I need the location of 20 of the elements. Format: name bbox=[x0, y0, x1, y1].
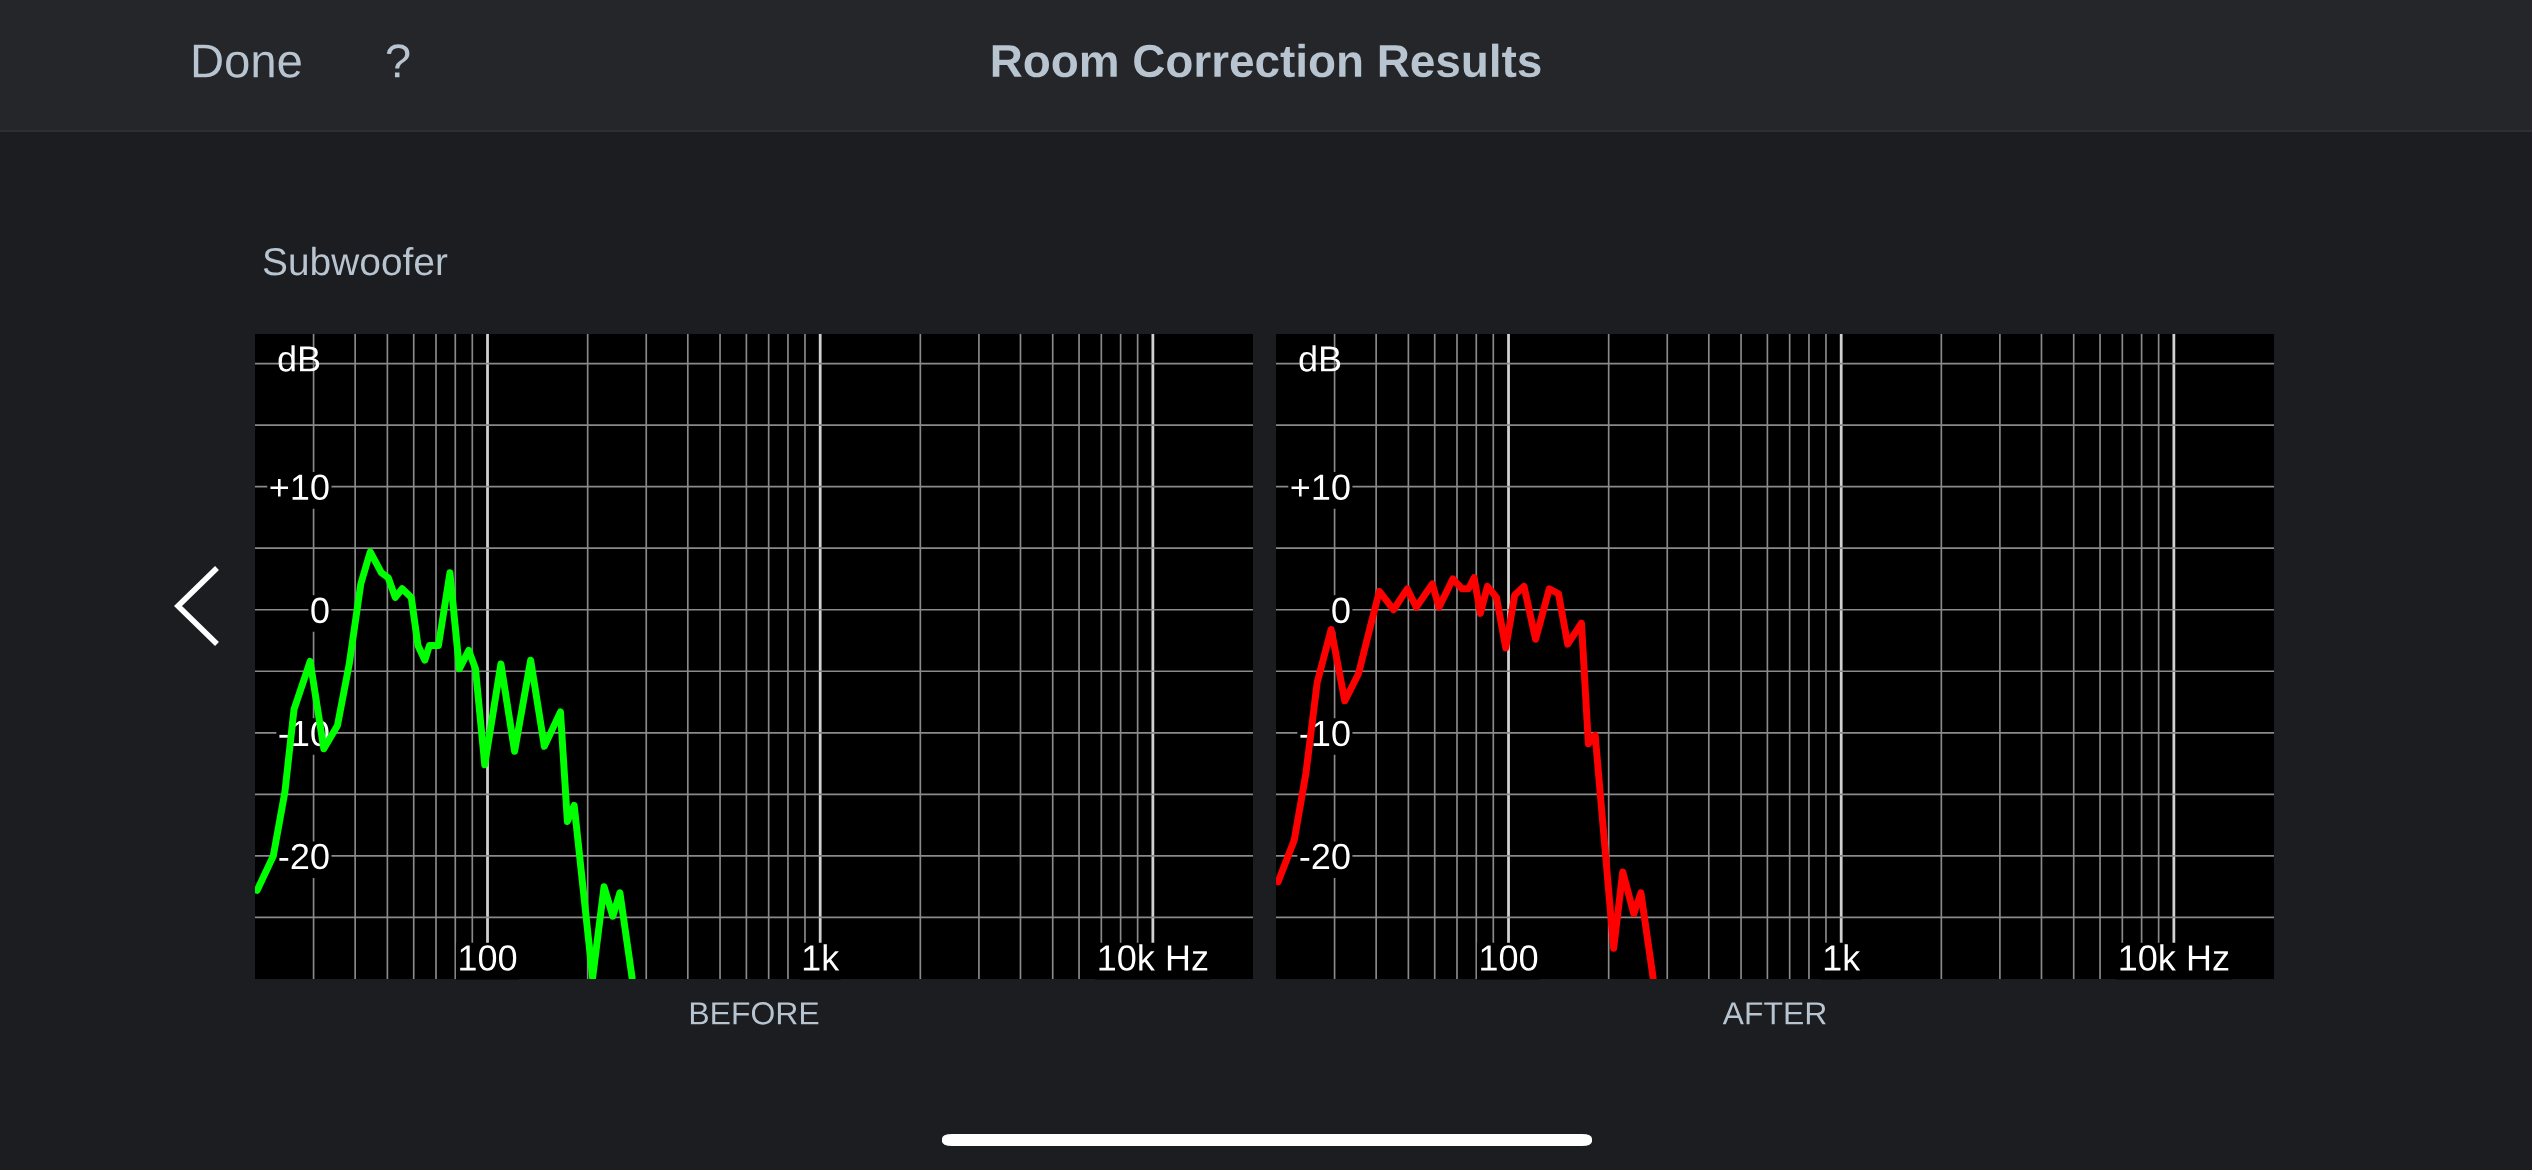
x-tick-label: 10k Hz bbox=[1099, 944, 1208, 971]
x-axis-title: BEFORE bbox=[690, 1002, 819, 1025]
text: Done bbox=[193, 44, 301, 78]
x-tick-label: 100 bbox=[1481, 945, 1538, 971]
y-tick-label: -20 bbox=[279, 843, 329, 870]
x-axis-title: AFTER bbox=[1722, 1002, 1826, 1025]
x-tick-label: 10k Hz bbox=[2120, 944, 2229, 971]
x-tick-label: 1k bbox=[803, 944, 840, 971]
y-tick-label: 0 bbox=[311, 597, 329, 624]
chart-title: Room Correction Results bbox=[992, 43, 1541, 78]
text: ? bbox=[386, 44, 410, 78]
y-tick-label: +10 bbox=[270, 474, 329, 501]
chart-subtitle: Subwoofer bbox=[263, 246, 448, 276]
y-tick-label: +10 bbox=[1291, 474, 1350, 501]
x-tick-label: 1k bbox=[1824, 944, 1861, 971]
y-tick-label: -20 bbox=[1300, 843, 1350, 870]
y-axis-title: dB bbox=[1299, 345, 1341, 372]
y-tick-label: 0 bbox=[1332, 597, 1350, 624]
x-tick-label: 100 bbox=[460, 945, 517, 971]
y-axis-title: dB bbox=[278, 345, 320, 372]
